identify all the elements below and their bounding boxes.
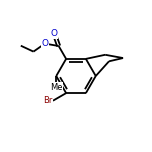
- Text: O: O: [51, 29, 58, 38]
- Text: Me: Me: [50, 83, 62, 92]
- Text: Br: Br: [44, 96, 53, 105]
- Text: O: O: [41, 39, 48, 48]
